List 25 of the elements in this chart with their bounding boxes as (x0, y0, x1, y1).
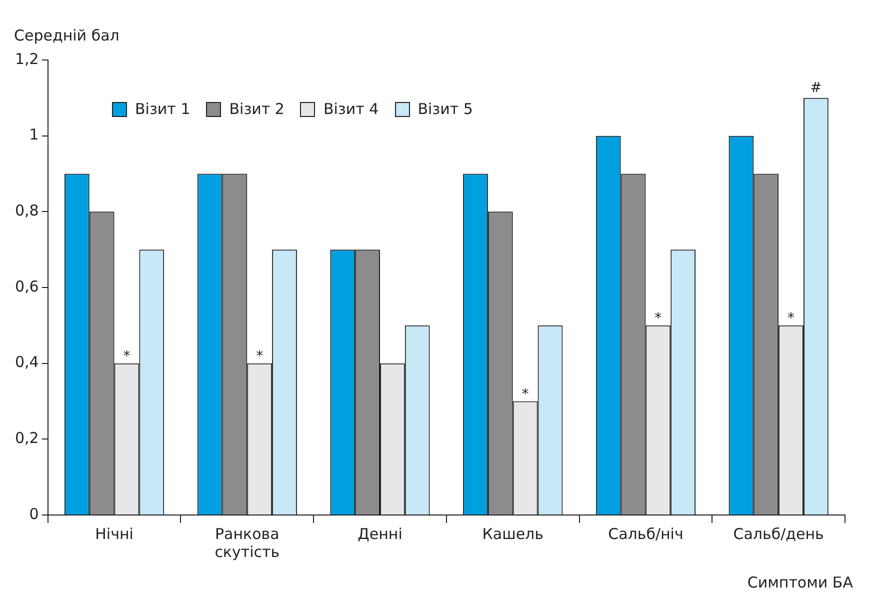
x-tick-label: Ранкова скутість (214, 524, 280, 561)
annotation: * (256, 348, 264, 364)
annotation: * (788, 310, 795, 326)
y-tick-label: 0,6 (14, 277, 39, 296)
legend-label: Візит 4 (323, 100, 379, 118)
annotation: * (654, 310, 662, 326)
legend-label: Візит 5 (418, 100, 473, 118)
x-tick-label: Денні (358, 524, 402, 543)
annotation: * (522, 386, 529, 402)
legend-label: Візит 2 (229, 100, 284, 118)
x-tick-label: Кашель (482, 524, 544, 543)
x-tick-label: Сальб/день (733, 524, 824, 543)
annotation: # (810, 80, 822, 96)
x-tick-label: Нічні (95, 524, 134, 543)
y-tick-label: 1,2 (14, 50, 39, 68)
x-axis-title: Симптоми БА (747, 573, 854, 592)
y-tick-label: 0,4 (14, 353, 39, 372)
legend-label: Візит 1 (135, 100, 190, 118)
y-axis-title: Середній бал (14, 26, 120, 44)
annotation: * (123, 348, 130, 364)
x-tick-label: Сальб/ніч (608, 524, 684, 543)
y-tick-label: 1 (29, 126, 39, 144)
y-tick-label: 0,2 (14, 429, 39, 448)
y-tick-label: 0 (29, 504, 39, 523)
y-tick-label: 0,8 (14, 202, 39, 220)
